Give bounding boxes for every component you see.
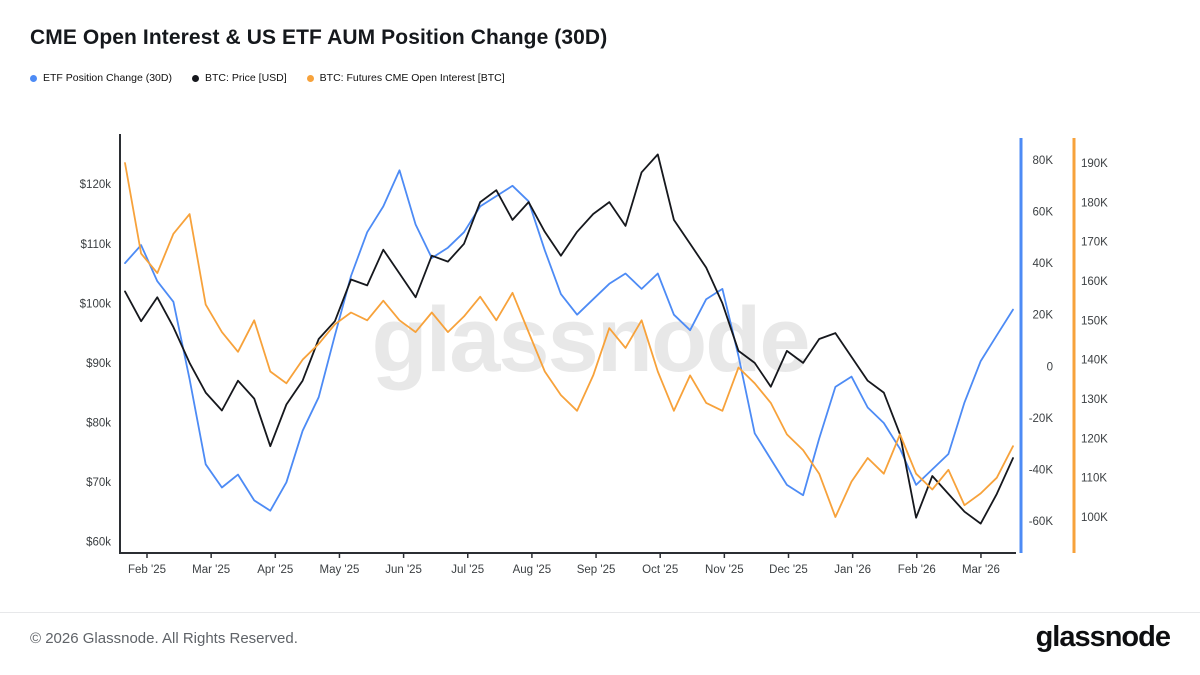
series-line-etf-position-change-30d [124,169,1014,512]
etf-axis-tick-label: 60K [1033,207,1054,219]
footer-divider [0,612,1200,613]
x-axis-tick-label: Aug '25 [513,564,552,576]
x-axis-tick-label: Mar '25 [192,564,230,576]
price-axis-tick-label: $70k [86,477,111,489]
etf-axis-tick-label: 20K [1033,310,1054,322]
x-axis-tick-label: Jul '25 [451,564,484,576]
x-axis-tick-label: Feb '25 [128,564,166,576]
x-axis-tick-label: Feb '26 [898,564,936,576]
etf-axis-tick-label: -40K [1029,464,1054,476]
price-axis-tick-label: $100k [80,298,112,310]
etf-axis-tick-label: -60K [1029,516,1054,528]
x-axis-tick-label: Apr '25 [257,564,293,576]
etf-axis-tick-label: 80K [1033,155,1054,167]
oi-axis-tick-label: 170K [1081,237,1108,249]
etf-axis-tick-label: 40K [1033,258,1054,270]
copyright-text: © 2026 Glassnode. All Rights Reserved. [30,630,298,647]
legend-dot-icon [306,74,314,82]
oi-axis-tick-label: 160K [1081,276,1108,288]
oi-axis-tick-label: 120K [1081,433,1108,445]
legend-dot-icon [30,74,37,82]
etf-axis-tick-label: 0 [1047,361,1053,373]
oi-axis-tick-label: 100K [1081,512,1108,524]
x-axis-tick-label: Mar '26 [962,564,1000,576]
x-axis-tick-label: Dec '25 [769,564,808,576]
series-line-btc-price-usd [124,153,1014,525]
legend: ETF Position Change (30D) BTC: Price [US… [30,72,505,84]
oi-axis-tick-label: 150K [1081,315,1108,327]
etf-axis-tick-label: -20K [1029,413,1054,425]
legend-item-etf-position-change[interactable]: ETF Position Change (30D) [30,72,172,84]
oi-axis-tick-label: 130K [1081,394,1108,406]
price-axis-tick-label: $110k [81,239,112,251]
price-axis-tick-label: $120k [80,179,112,191]
oi-axis-tick-label: 180K [1081,197,1108,209]
price-axis-tick-label: $80k [86,417,111,429]
legend-item-cme-open-interest[interactable]: BTC: Futures CME Open Interest [BTC] [306,72,505,84]
x-axis-tick-label: Jan '26 [834,564,871,576]
price-axis-tick-label: $90k [86,358,111,370]
x-axis-tick-label: Nov '25 [705,564,744,576]
legend-label: BTC: Price [USD] [204,72,287,84]
chart-title: CME Open Interest & US ETF AUM Position … [30,26,608,49]
legend-label: BTC: Futures CME Open Interest [BTC] [319,72,505,84]
series-line-cme-futures-open-interest [124,162,1014,518]
price-axis-tick-label: $60k [86,537,111,549]
oi-axis-tick-label: 140K [1081,355,1108,367]
x-axis-tick-label: Oct '25 [642,564,678,576]
x-axis-tick-label: May '25 [319,564,359,576]
oi-axis-tick-label: 110K [1081,473,1107,485]
x-axis-tick-label: Jun '25 [385,564,422,576]
legend-label: ETF Position Change (30D) [43,72,172,84]
x-axis-tick-label: Sep '25 [577,564,616,576]
glassnode-logo: glassnode [1035,621,1171,653]
legend-dot-icon [191,74,199,82]
glassnode-watermark: glassnode [371,289,810,391]
oi-axis-tick-label: 190K [1081,158,1108,170]
legend-item-btc-price[interactable]: BTC: Price [USD] [191,72,287,84]
